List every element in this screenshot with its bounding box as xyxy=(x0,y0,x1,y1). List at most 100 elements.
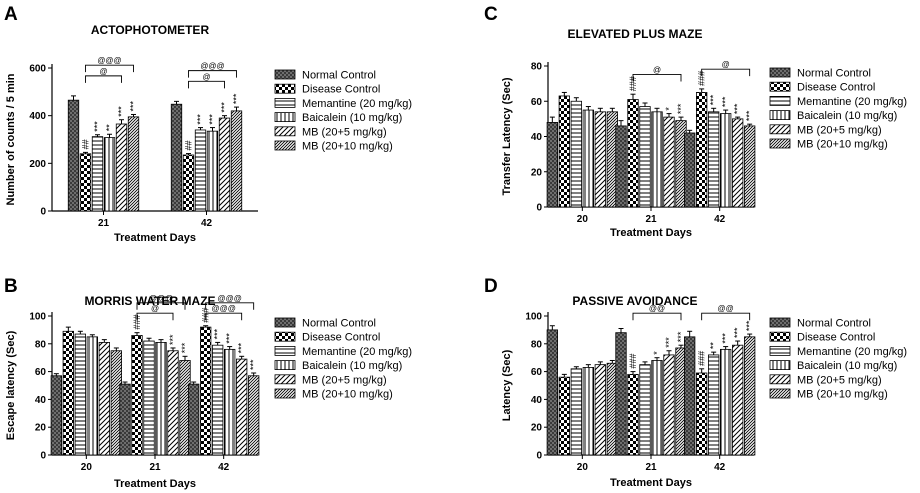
significance-label: *** xyxy=(220,102,230,113)
bar xyxy=(651,360,663,456)
bar xyxy=(155,342,167,456)
bar xyxy=(696,92,708,208)
comparison-label: @ xyxy=(99,67,107,76)
significance-label: *** xyxy=(208,114,218,125)
bar xyxy=(627,99,639,208)
panel-letter: A xyxy=(4,4,18,25)
significance-label: *** xyxy=(237,342,247,353)
chart-title: ELEVATED PLUS MAZE xyxy=(568,27,703,41)
panel-a: A ACTOPHOTOMETER 0 200 400 600 Number of count… xyxy=(4,4,412,244)
significance-label: *** xyxy=(721,333,731,344)
chart-title: MORRIS WATER MAZE xyxy=(84,294,215,308)
comparison-label: @ xyxy=(722,60,730,69)
significance-label: *** xyxy=(745,320,755,331)
significance-label: *** xyxy=(664,337,674,348)
panel-letter: B xyxy=(4,276,18,297)
legend-label: MB (20+10 mg/kg) xyxy=(797,139,888,151)
legend-label: MB (20+5 mg/kg) xyxy=(302,126,387,138)
x-tick-label: 42 xyxy=(714,214,726,225)
bar xyxy=(720,348,732,456)
comparison-label: @@ xyxy=(649,304,665,313)
comparison-bracket xyxy=(632,74,682,82)
bar xyxy=(684,336,696,456)
bar xyxy=(188,383,200,456)
y-tick-label: 80 xyxy=(531,62,543,73)
bar xyxy=(236,358,248,456)
x-tick-label: 21 xyxy=(645,462,657,473)
y-tick-label: 200 xyxy=(29,159,46,170)
legend-swatch xyxy=(769,110,791,120)
y-axis-label: Transfer Latency (Sec) xyxy=(501,77,513,195)
panel-b: B MORRIS WATER MAZE 0 20 40 60 80 100 Escape lat… xyxy=(4,276,412,490)
comparison-label: @@@ xyxy=(149,294,173,303)
bar xyxy=(558,376,570,456)
legend-swatch xyxy=(769,96,791,106)
bar xyxy=(627,373,639,456)
comparison-bracket xyxy=(701,68,751,77)
y-tick-label: 100 xyxy=(525,312,542,323)
legend-swatch xyxy=(769,331,791,342)
legend-label: Baicalein (10 mg/kg) xyxy=(797,360,897,372)
significance-label: *** xyxy=(676,103,686,114)
bar xyxy=(570,100,582,208)
significance-label: *** xyxy=(196,114,206,125)
significance-label: *** xyxy=(733,327,743,338)
significance-label: * xyxy=(664,107,674,111)
chart-title: PASSIVE AVOIDANCE xyxy=(572,294,697,308)
y-tick-label: 60 xyxy=(531,367,543,378)
legend-swatch xyxy=(274,126,296,137)
bar xyxy=(67,99,80,212)
bar xyxy=(696,372,708,456)
legend-swatch xyxy=(274,98,296,108)
bar xyxy=(74,333,86,456)
significance-label: *** xyxy=(745,110,755,121)
significance-label: *** xyxy=(225,333,235,344)
significance-label: *** xyxy=(117,106,127,117)
y-tick-label: 20 xyxy=(531,167,543,178)
bar xyxy=(732,118,744,208)
legend-swatch xyxy=(274,317,296,328)
y-tick-label: 60 xyxy=(531,97,543,108)
panel-d: D PASSIVE AVOIDANCE 0 20 40 60 80 100 Latency (S… xyxy=(484,276,907,489)
x-axis-label: Treatment Days xyxy=(114,232,196,244)
legend-label: Normal Control xyxy=(302,318,376,330)
legend-label: Memantine (20 mg/kg) xyxy=(797,346,907,358)
legend-label: Normal Control xyxy=(797,68,871,80)
legend-label: Disease Control xyxy=(797,82,875,94)
comparison-label: @ xyxy=(653,65,661,74)
y-tick-label: 400 xyxy=(29,111,46,122)
x-axis-label: Treatment Days xyxy=(610,227,692,239)
comparison-bracket xyxy=(188,80,225,89)
significance-label: *** xyxy=(232,93,242,104)
y-tick-label: 20 xyxy=(531,423,543,434)
bar xyxy=(182,154,195,212)
bar xyxy=(248,375,260,456)
significance-label: *** xyxy=(676,331,686,342)
comparison-bracket xyxy=(85,64,134,73)
legend-label: MB (20+5 mg/kg) xyxy=(302,374,387,386)
y-tick-label: 60 xyxy=(35,367,47,378)
bar xyxy=(744,125,756,208)
x-tick-label: 20 xyxy=(577,462,589,473)
bar xyxy=(594,111,606,208)
legend-label: MB (20+5 mg/kg) xyxy=(797,374,882,386)
bar xyxy=(615,125,627,208)
y-tick-label: 20 xyxy=(35,423,47,434)
y-tick-label: 0 xyxy=(536,451,542,462)
legend-swatch xyxy=(274,112,296,122)
chart-title: ACTOPHOTOMETER xyxy=(91,23,210,37)
legend-swatch xyxy=(769,360,791,371)
bar xyxy=(230,110,243,212)
legend-swatch xyxy=(274,69,296,80)
legend-label: MB (20+10 mg/kg) xyxy=(302,389,393,401)
legend-label: MB (20+10 mg/kg) xyxy=(797,389,888,401)
significance-label: ## xyxy=(184,141,194,151)
y-axis-label: Number of counts / 5 min xyxy=(5,73,17,205)
bar xyxy=(708,354,720,456)
bar xyxy=(663,354,675,456)
bar xyxy=(570,368,582,456)
y-tick-label: 40 xyxy=(35,395,47,406)
bar xyxy=(50,375,62,456)
bar xyxy=(594,364,606,456)
x-tick-label: 21 xyxy=(645,214,657,225)
